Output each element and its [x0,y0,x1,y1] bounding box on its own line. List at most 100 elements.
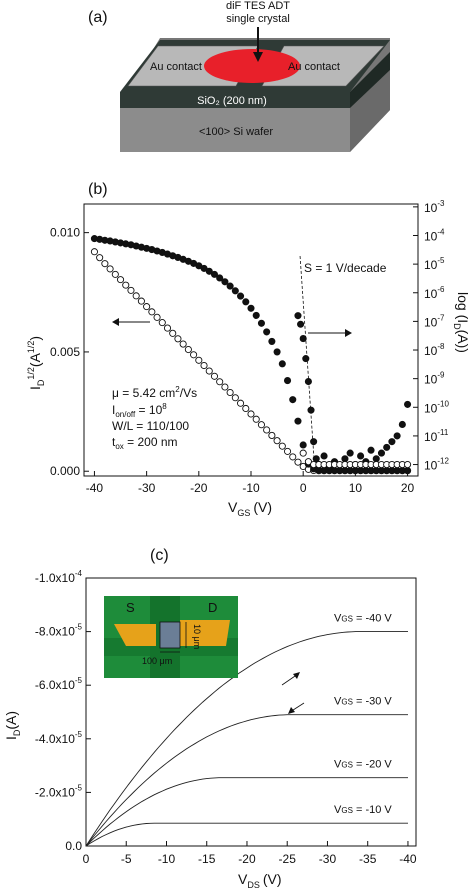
panel-b-ytick-right-label: 10-12 [424,457,449,473]
inset-width-label: 100 μm [142,656,172,666]
panel-b-ytick-right-label: 10-10 [424,399,449,415]
panel-b-open-point [252,415,260,423]
panel-b-open-point [200,361,208,370]
panel-b-xtick-label: 0 [300,481,307,495]
panel-b-filled-point [263,328,271,336]
panel-b-open-point [111,270,119,278]
panel-b-open-point [257,421,265,429]
panel-b-filled-point [388,438,396,446]
panel-b-ytick-left-label: 0.005 [50,345,80,359]
panel-b-open-point [226,388,234,397]
panel-b-open-point [153,313,161,321]
wafer-front [120,108,350,152]
panel-b-filled-point [268,337,276,345]
crystal-label-1: diF TES ADT [226,0,290,12]
panel-c-xtick-label: -25 [279,852,297,866]
panel-c-xtick-label: 0 [83,852,90,866]
panel-b-open-point [148,308,156,316]
panel-b-xtick-label: -30 [138,481,156,495]
panel-b-filled-point [205,267,213,275]
panel-b-open-point [132,292,140,300]
panel-c-series-line [85,631,408,847]
inset-channel [159,621,181,649]
panel-b-filled-point [383,443,391,451]
panel-b-xtick-label: 10 [349,481,363,495]
panel-c-output-chart: (c) 0 -5 -10 -15 -20 -25 -30 -35 -40 0.0 -2.0x10-5… [3,547,417,890]
panel-b-arrow-right-head [345,329,352,337]
panel-b-param-ion: Ion/off = 108 [112,402,167,419]
panel-b-param-mu: μ = 5.42 cm2/Vs [112,385,197,400]
panel-b-slope-line [299,255,316,469]
panel-c-series-label: VGS = -30 V [334,696,392,708]
panel-b-filled-point [252,311,260,319]
inset-gold-right [180,620,230,646]
oxide-layer-front [120,92,350,108]
panel-b-transfer-chart: (b) -40 -30 -20 -10 0 10 20 0.000 0.005 0.010 10-3… [26,181,471,518]
panel-b-arrow-left-head [112,318,119,326]
panel-c-xtick-label: -10 [158,852,176,866]
panel-b-open-point [205,367,213,375]
panel-b-param-wl: W/L = 110/100 [112,419,189,433]
panel-c-ytick-label: -2.0x10-5 [35,783,83,799]
wafer-label: <100> Si wafer [199,126,273,138]
panel-b-ylabel-left: ID1/2(A1/2) [26,336,46,390]
panel-b-filled-point [247,304,255,312]
panel-b-open-point [174,335,182,343]
panel-b-open-point [263,426,271,434]
panel-b-filled-point [294,417,302,425]
panel-b-open-point [90,248,98,256]
panel-b-ytick-right-label: 10-5 [424,256,445,272]
panel-c-series-line [85,714,408,847]
panel-b-marks [90,235,412,475]
panel-b-filled-point [210,270,219,278]
panel-b-filled-point [312,455,320,463]
panel-b-filled-point [216,274,224,282]
panel-b-open-point [137,297,145,305]
panel-c-xtick-label: -30 [319,852,337,866]
panel-b-open-point [184,345,192,354]
panel-b-filled-point [320,452,328,460]
panel-b-open-point [231,394,239,402]
oxide-layer-side [350,52,390,108]
panel-b-open-point [210,372,219,380]
crystal-shape [204,49,300,83]
panel-c-label: (c) [150,547,169,564]
panel-c-series-line [85,777,408,847]
panel-b-open-point [247,410,255,418]
panel-b-label: (b) [88,181,108,198]
panel-b-open-point [221,383,229,391]
panel-b-xtick-label: -40 [86,481,104,495]
panel-b-param-tox: tox = 200 nm [112,435,178,451]
panel-b-open-point [122,281,130,289]
panel-b-filled-point [404,466,412,475]
panel-b-open-point [278,442,286,450]
au-contact-right-label: Au contact [288,61,340,73]
panel-c-sweep-arrow-down-head [288,707,295,714]
panel-b-open-point [96,254,104,262]
panel-b-xtick-label: -20 [190,481,208,495]
panel-b-open-point [299,449,307,457]
panel-b-filled-point [346,449,354,457]
panel-c-xlabel: VDS (V) [238,871,282,890]
panel-c-ticks: 0 -5 -10 -15 -20 -25 -30 -35 -40 0.0 -2.0x10-5 -4.0… [35,569,417,866]
panel-b-open-point [169,329,177,337]
panel-b-open-point [116,276,125,284]
panel-b-filled-point [297,320,305,328]
panel-b-filled-point [278,360,286,368]
panel-b-filled-point [221,278,229,286]
panel-b-filled-point [294,312,302,320]
panel-b-filled-point [307,406,315,414]
panel-b-ytick-right-label: 10-6 [424,285,445,301]
panel-c-ytick-label: -8.0x10-5 [35,623,83,639]
panel-b-open-point [195,356,203,364]
panel-b-ticks: -40 -30 -20 -10 0 10 20 0.000 0.005 0.010 10-3 10-4… [50,199,450,495]
crystal-pointer-head [253,52,263,62]
panel-b-filled-point [200,264,208,272]
panel-b-ytick-right-label: 10-4 [424,227,445,243]
panel-b-filled-point [289,396,297,404]
panel-a-device-schematic: (a) diF TES ADT single crystal Au contac… [88,0,390,152]
panel-b-filled-point [226,282,234,290]
crystal-label-2: single crystal [226,13,290,25]
panel-b-xlabel: VGS (V) [228,499,272,518]
